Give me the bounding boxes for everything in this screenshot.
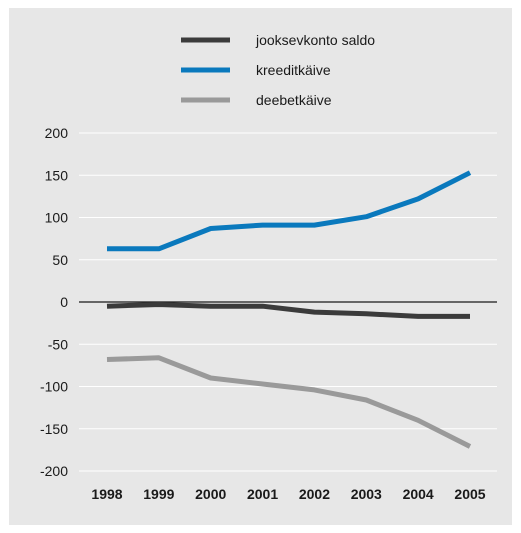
y-tick-label: 100: [45, 210, 69, 226]
x-tick-label: 2002: [299, 486, 330, 502]
y-tick-label: 0: [60, 294, 68, 310]
y-tick-label: 50: [52, 252, 68, 268]
y-tick-label: -100: [40, 379, 68, 395]
x-tick-label: 2001: [247, 486, 278, 502]
y-axis-ticks: 200 150 100 50 0 -50 -100 -150 -200: [40, 125, 68, 479]
series-line-2: [107, 170, 472, 252]
x-tick-label: 1998: [91, 486, 122, 502]
x-axis-ticks: 1998 1999 2000 2001 2002 2003 2004 2005: [91, 486, 485, 502]
y-tick-label: 150: [45, 167, 69, 183]
x-tick-label: 2003: [351, 486, 382, 502]
y-tick-label: 200: [45, 125, 69, 141]
y-tick-label: -200: [40, 463, 68, 479]
legend-label-2: kreeditkäive: [256, 62, 331, 78]
x-tick-label: 2004: [403, 486, 434, 502]
legend-label-1: jooksevkonto saldo: [255, 32, 375, 48]
legend: jooksevkonto saldo kreeditkäive deebetkäiv…: [181, 32, 375, 108]
series-line-3: [106, 355, 472, 449]
x-tick-label: 2000: [195, 486, 226, 502]
y-tick-label: -50: [48, 336, 68, 352]
y-tick-label: -150: [40, 421, 68, 437]
legend-label-3: deebetkäive: [256, 92, 332, 108]
chart-panel: [9, 8, 512, 525]
series-line-1: [106, 302, 470, 319]
x-tick-label: 1999: [143, 486, 174, 502]
x-tick-label: 2005: [454, 486, 485, 502]
series-lines: [106, 170, 472, 449]
